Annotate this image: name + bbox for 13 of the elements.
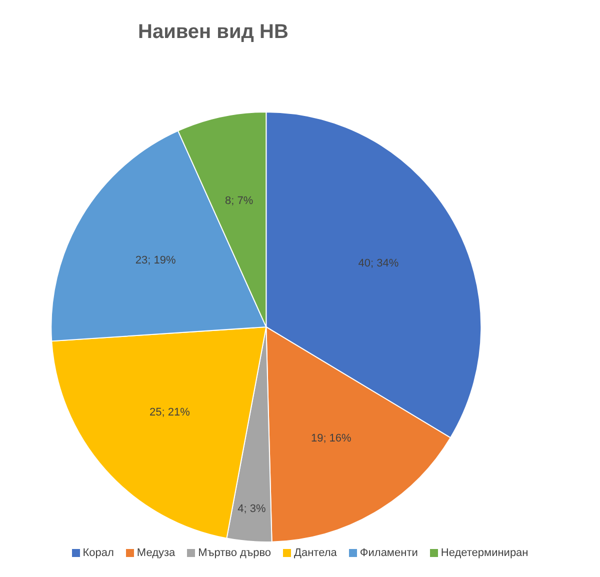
legend-label: Корал (82, 547, 114, 559)
legend-label: Филаменти (358, 547, 418, 559)
data-label: 23; 19% (135, 254, 176, 266)
data-label: 25; 21% (150, 406, 190, 419)
legend-label: Дантела (293, 547, 337, 559)
data-label: 8; 7% (225, 194, 254, 207)
data-label: 19; 16% (310, 432, 352, 444)
legend-label: Недетерминиран (440, 547, 528, 559)
data-label: 40; 34% (358, 257, 399, 270)
legend-label: Медуза (136, 547, 176, 559)
legend-label: Мъртво дърво (197, 547, 272, 559)
data-label: 4; 3% (238, 503, 266, 516)
chart-title: Наивен вид НВ (138, 21, 288, 43)
